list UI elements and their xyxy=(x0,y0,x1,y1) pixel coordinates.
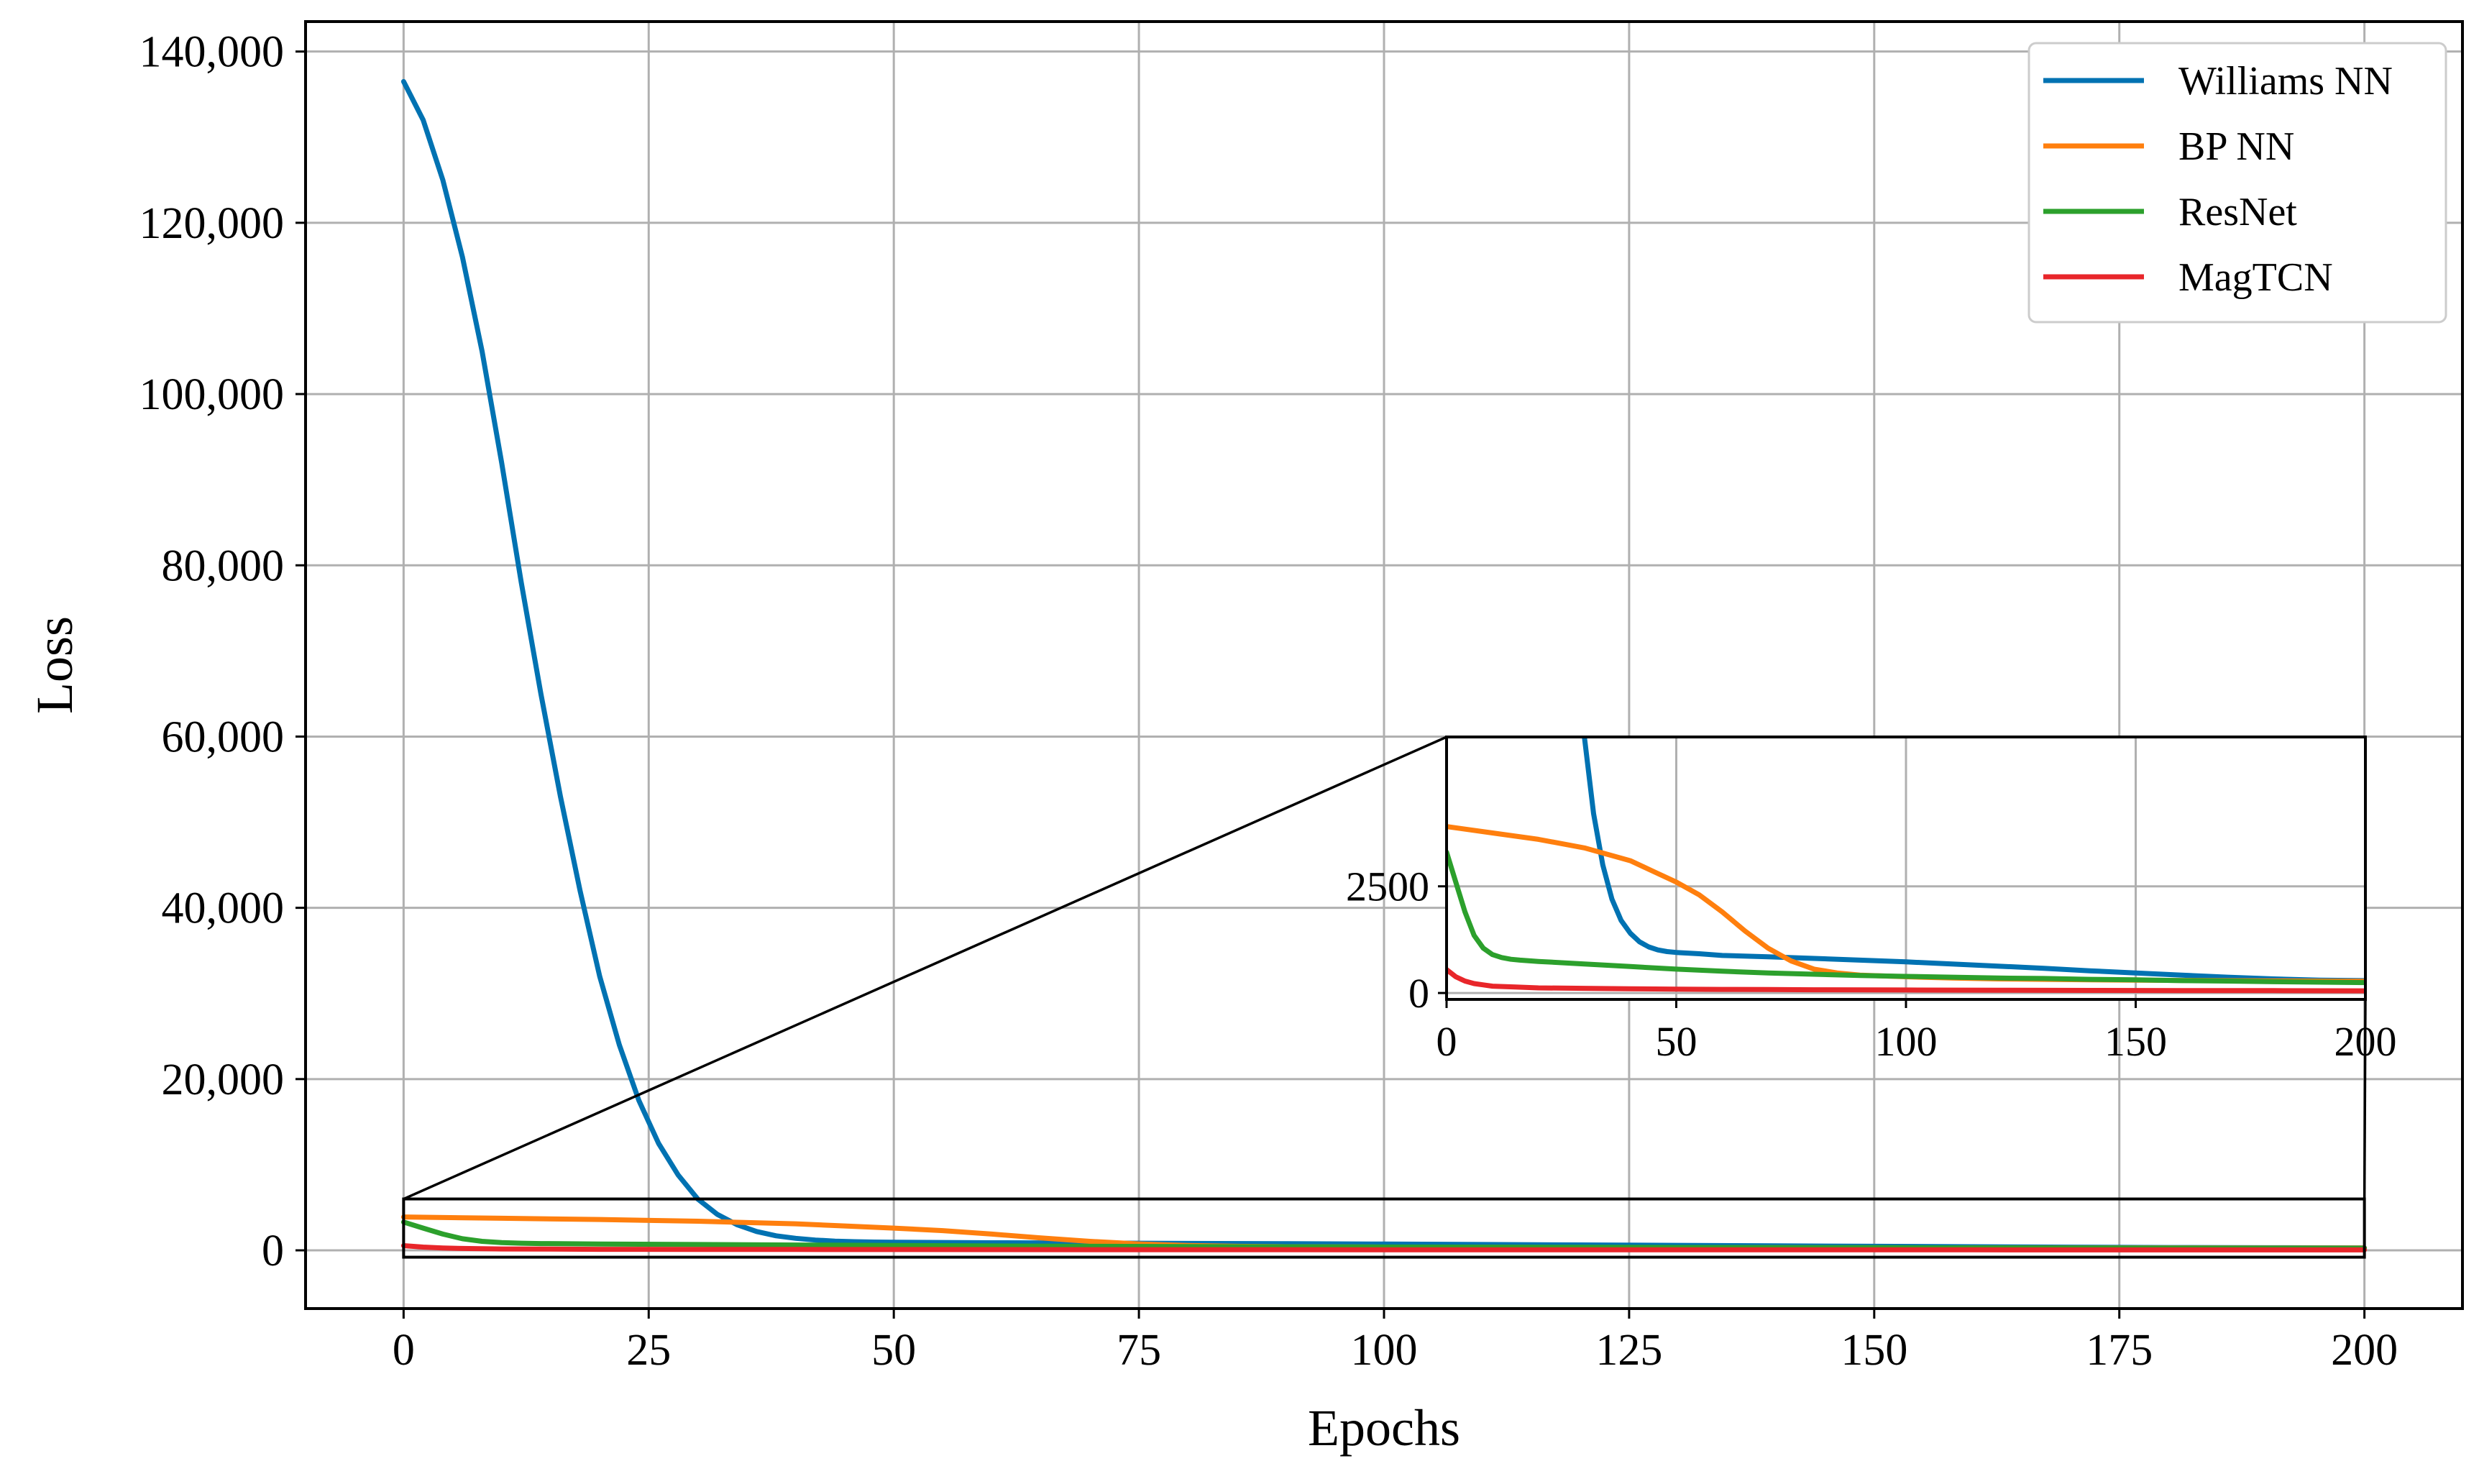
inset-series-group xyxy=(1447,737,2365,994)
inset-x-tick-label: 50 xyxy=(1656,1018,1697,1065)
x-tick-label: 100 xyxy=(1351,1326,1418,1375)
legend-label-resnet: ResNet xyxy=(2178,190,2297,234)
inset-x-tick-label: 0 xyxy=(1436,1018,1457,1065)
x-tick-label: 200 xyxy=(2331,1326,2398,1375)
main-ticks: 0 25 50 75 100 125 150 175 200 0 20,000 40,000 60,00… xyxy=(139,28,2398,1375)
inset-series-line-magtcn xyxy=(1447,967,2365,994)
legend: Williams NN BP NN ResNet MagTCN xyxy=(2027,42,2447,324)
x-tick-label: 0 xyxy=(393,1326,415,1375)
main-series-group xyxy=(400,78,2368,1252)
y-tick-label: 80,000 xyxy=(162,541,285,590)
inset-x-tick-label: 100 xyxy=(1875,1018,1938,1065)
inset-x-tick-label: 150 xyxy=(2104,1018,2167,1065)
legend-box xyxy=(2027,42,2447,324)
y-axis-title: Loss xyxy=(26,616,83,714)
y-tick-label: 20,000 xyxy=(162,1055,285,1104)
inset-zoom-chart: 0 50 100 150 200 0 2500 xyxy=(1346,736,2397,1065)
y-tick-label: 100,000 xyxy=(139,370,285,419)
y-tick-label: 0 xyxy=(262,1227,284,1275)
y-tick-label: 60,000 xyxy=(162,713,285,761)
inset-x-tick-label: 200 xyxy=(2334,1018,2397,1065)
inset-series-line-resnet xyxy=(1447,849,2365,986)
legend-label-bp-nn: BP NN xyxy=(2178,124,2294,169)
legend-label-williams-nn: Williams NN xyxy=(2178,59,2393,104)
x-tick-label: 150 xyxy=(1841,1326,1907,1375)
x-tick-label: 75 xyxy=(1117,1326,1161,1375)
inset-ticks: 0 50 100 150 200 0 2500 xyxy=(1346,864,2397,1065)
y-tick-label: 140,000 xyxy=(139,28,285,77)
x-tick-label: 125 xyxy=(1595,1326,1662,1375)
y-tick-label: 120,000 xyxy=(139,199,285,248)
legend-label-magtcn: MagTCN xyxy=(2178,255,2333,300)
x-axis-title: Epochs xyxy=(1308,1399,1460,1457)
zoom-indicator xyxy=(402,736,2367,1259)
series-line-magtcn xyxy=(400,1243,2368,1252)
y-tick-label: 40,000 xyxy=(162,884,285,933)
x-tick-label: 175 xyxy=(2086,1326,2153,1375)
zoom-region-box xyxy=(402,1197,2366,1259)
inset-y-tick-label: 2500 xyxy=(1346,864,1429,910)
x-tick-label: 50 xyxy=(871,1326,916,1375)
inset-y-tick-label: 0 xyxy=(1408,970,1429,1017)
zoom-connector-left xyxy=(403,736,1447,1201)
inset-series-line-williams-nn xyxy=(1582,737,2365,984)
x-tick-label: 25 xyxy=(626,1326,671,1375)
